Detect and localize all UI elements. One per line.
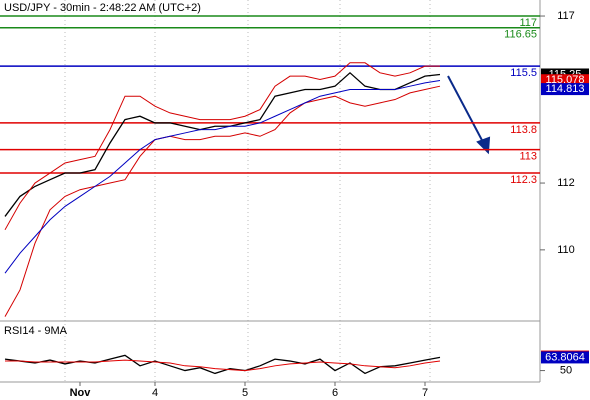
- x-tick-label: Nov: [70, 387, 92, 399]
- level-label: 112.3: [510, 174, 537, 186]
- arrow-shaft: [447, 75, 485, 145]
- series-line: [4, 85, 441, 317]
- y-tick-label: 110: [557, 244, 575, 256]
- y-tick-label: 117: [557, 10, 575, 22]
- last-value-label: 114.813: [546, 83, 585, 95]
- level-label: 113: [519, 151, 537, 163]
- series-line: [5, 359, 441, 372]
- series-line: [4, 62, 440, 231]
- x-tick-label: 4: [152, 387, 158, 399]
- level-label: 117: [519, 17, 537, 29]
- chart-title: USD/JPY - 30min - 2:48:22 AM (UTC+2): [4, 2, 201, 14]
- x-tick-label: 5: [242, 387, 248, 399]
- arrow-head: [476, 136, 491, 155]
- x-tick-label: 7: [422, 387, 428, 399]
- rsi-title: RSI14 - 9MA: [4, 325, 68, 337]
- y-tick-label: 50: [560, 364, 572, 376]
- series-line: [4, 71, 441, 217]
- last-value-label: 63.8064: [545, 351, 585, 363]
- series-line: [4, 80, 441, 274]
- forecast-arrow: [447, 75, 491, 155]
- level-label: 113.8: [510, 124, 537, 136]
- y-tick-label: 112: [557, 177, 575, 189]
- x-tick-label: 6: [332, 387, 338, 399]
- level-label: 115.5: [510, 67, 537, 79]
- last-value-box: [541, 351, 589, 364]
- level-label: 116.65: [504, 29, 537, 41]
- last-value-box: [541, 83, 589, 96]
